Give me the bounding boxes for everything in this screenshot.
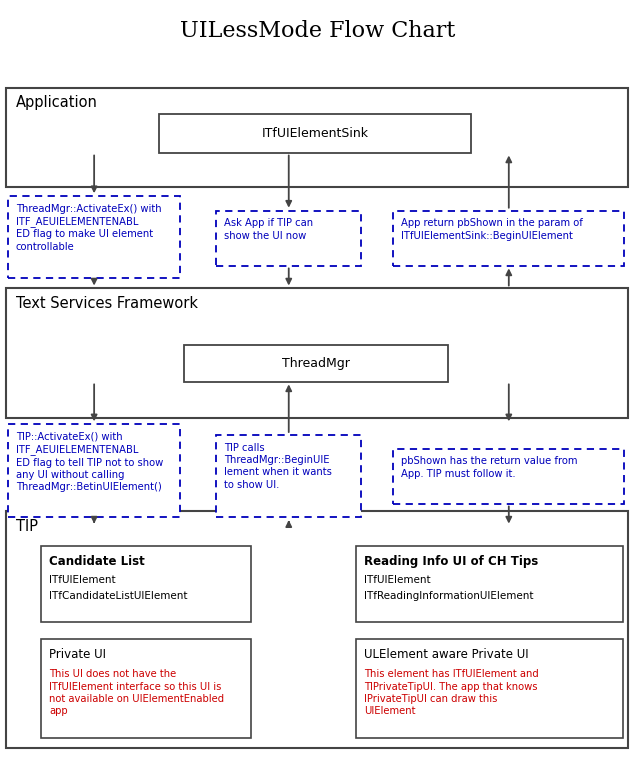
Bar [6, 88, 628, 187]
Bar [41, 639, 251, 738]
Bar [8, 196, 180, 278]
Text: Candidate List: Candidate List [49, 555, 145, 568]
Text: TIP: TIP [16, 519, 38, 534]
Text: This element has ITfUIElement and
TIPrivateTipUI. The app that knows
IPrivateTip: This element has ITfUIElement and TIPriv… [364, 669, 539, 716]
Bar [356, 546, 623, 622]
Bar [393, 211, 624, 266]
Text: ITfUIElementSink: ITfUIElementSink [261, 127, 368, 140]
Bar [216, 435, 361, 517]
Bar [356, 639, 623, 738]
Bar [41, 546, 251, 622]
Text: This UI does not have the
ITfUIElement interface so this UI is
not available on : This UI does not have the ITfUIElement i… [49, 669, 224, 716]
Text: ITfUIElement: ITfUIElement [364, 575, 431, 584]
Text: TIP::ActivateEx() with
ITF_AEUIELEMENTENABL
ED flag to tell TIP not to show
any : TIP::ActivateEx() with ITF_AEUIELEMENTEN… [16, 432, 163, 492]
Bar [216, 211, 361, 266]
Text: ITfUIElement: ITfUIElement [49, 575, 116, 584]
Text: pbShown has the return value from
App. TIP must follow it.: pbShown has the return value from App. T… [401, 456, 577, 478]
Text: App return pbShown in the param of
ITfUIElementSink::BeginUIElement: App return pbShown in the param of ITfUI… [401, 218, 583, 240]
Text: Ask App if TIP can
show the UI now: Ask App if TIP can show the UI now [224, 218, 313, 240]
Text: ThreadMgr::ActivateEx() with
ITF_AEUIELEMENTENABL
ED flag to make UI element
con: ThreadMgr::ActivateEx() with ITF_AEUIELE… [16, 204, 162, 252]
Bar [184, 345, 448, 382]
Text: ThreadMgr: ThreadMgr [282, 356, 350, 370]
Text: UILessMode Flow Chart: UILessMode Flow Chart [181, 20, 455, 41]
Bar [6, 288, 628, 418]
Bar [159, 114, 471, 153]
Text: Application: Application [16, 95, 98, 111]
Text: TIP calls
ThreadMgr::BeginUIE
lement when it wants
to show UI.: TIP calls ThreadMgr::BeginUIE lement whe… [224, 443, 332, 490]
Text: Private UI: Private UI [49, 648, 106, 661]
Text: Reading Info UI of CH Tips: Reading Info UI of CH Tips [364, 555, 538, 568]
Text: ITfReadingInformationUIElement: ITfReadingInformationUIElement [364, 591, 534, 601]
Text: Text Services Framework: Text Services Framework [16, 296, 198, 311]
Bar [8, 424, 180, 517]
Text: ULElement aware Private UI: ULElement aware Private UI [364, 648, 529, 661]
Bar [393, 449, 624, 504]
Text: ITfCandidateListUIElement: ITfCandidateListUIElement [49, 591, 188, 601]
Bar [6, 511, 628, 748]
